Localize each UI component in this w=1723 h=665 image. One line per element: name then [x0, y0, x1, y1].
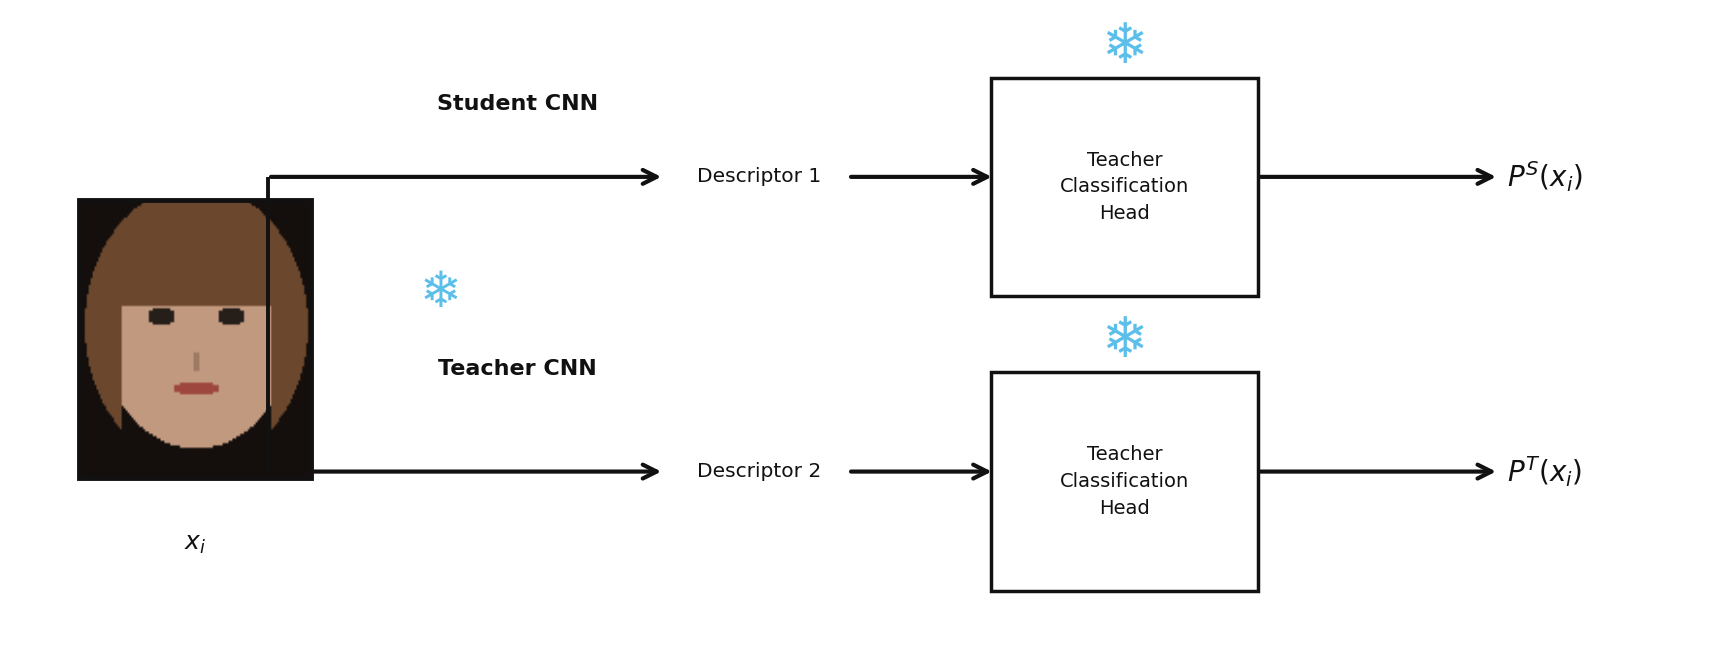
- Text: $P^S(x_i)$: $P^S(x_i)$: [1506, 160, 1582, 194]
- FancyBboxPatch shape: [991, 78, 1258, 296]
- Text: Descriptor 1: Descriptor 1: [696, 168, 820, 186]
- Text: $x_i$: $x_i$: [184, 533, 207, 557]
- Text: Descriptor 2: Descriptor 2: [696, 462, 820, 481]
- Text: $P^T(x_i)$: $P^T(x_i)$: [1506, 454, 1582, 489]
- Text: Student CNN: Student CNN: [438, 94, 598, 114]
- Text: Teacher CNN: Teacher CNN: [438, 359, 596, 379]
- FancyBboxPatch shape: [991, 372, 1258, 591]
- Text: ❄: ❄: [1101, 21, 1148, 74]
- Text: Teacher
Classification
Head: Teacher Classification Head: [1060, 446, 1189, 517]
- Text: ❄: ❄: [419, 269, 462, 317]
- Text: ❄: ❄: [1101, 315, 1148, 370]
- Text: Teacher
Classification
Head: Teacher Classification Head: [1060, 151, 1189, 223]
